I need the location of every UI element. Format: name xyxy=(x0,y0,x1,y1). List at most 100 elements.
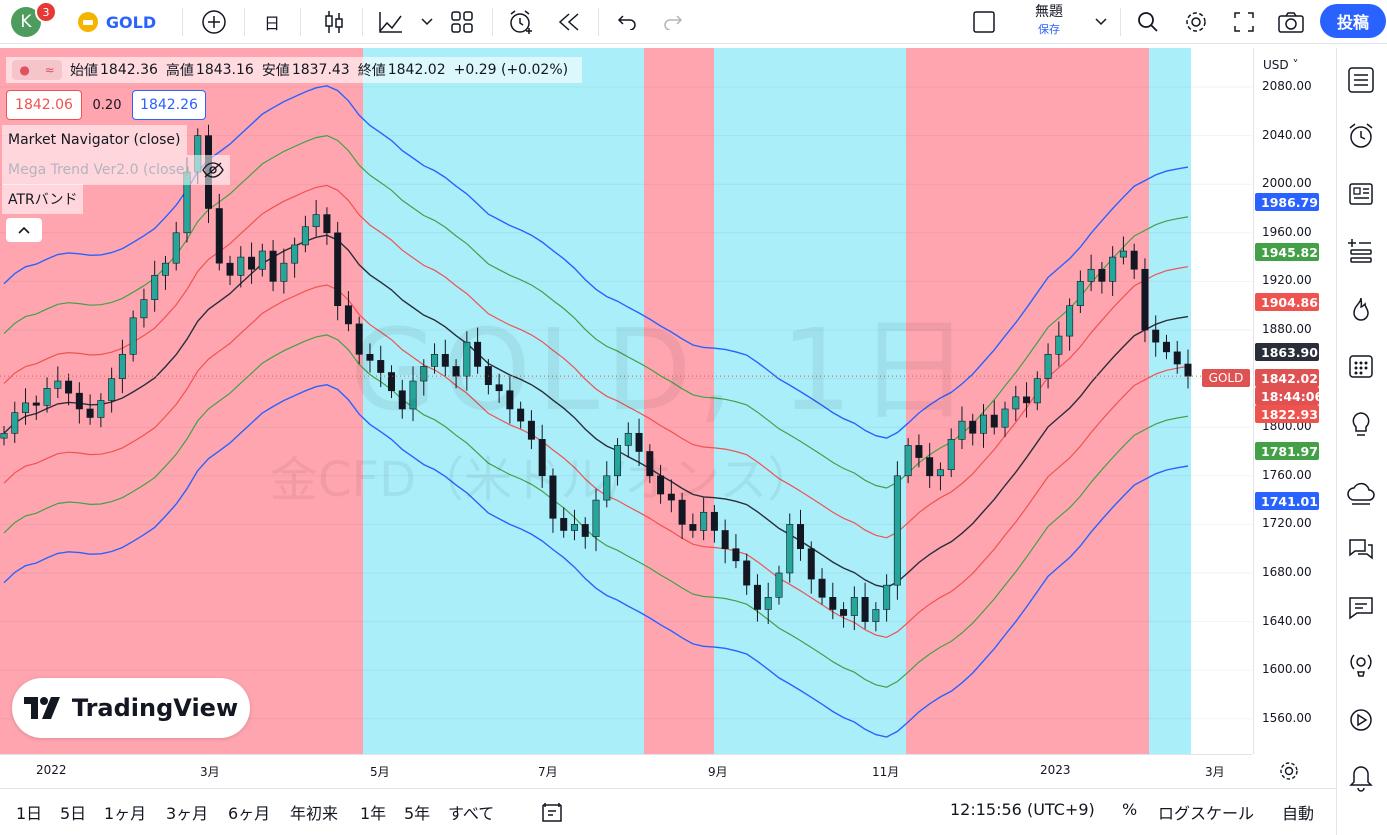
replay-icon[interactable] xyxy=(552,0,586,44)
save-menu-chevron-icon[interactable] xyxy=(1090,0,1112,44)
range-button[interactable]: 1日 xyxy=(16,804,43,823)
candle-body xyxy=(366,353,374,361)
candle-body xyxy=(1076,281,1084,306)
candle-body xyxy=(1001,408,1009,428)
clock-timezone-button[interactable]: 12:15:56 (UTC+9) xyxy=(950,800,1095,819)
notification-badge: 3 xyxy=(35,1,57,23)
fullscreen-icon[interactable] xyxy=(1228,0,1260,44)
candle-body xyxy=(1098,268,1106,282)
candle-body xyxy=(807,548,815,580)
candle-body xyxy=(764,596,772,610)
candle-body xyxy=(786,524,794,574)
tradingview-logo[interactable]: TradingView xyxy=(12,678,250,738)
alarm-add-icon[interactable] xyxy=(504,0,538,44)
compare-add-icon[interactable] xyxy=(198,0,230,44)
candle-body xyxy=(527,420,535,440)
range-button[interactable]: 1ヶ月 xyxy=(104,804,147,823)
chevron-up-icon xyxy=(18,226,30,234)
range-button[interactable]: 6ヶ月 xyxy=(228,804,271,823)
candle-body xyxy=(398,390,406,410)
fire-icon[interactable] xyxy=(1343,292,1379,328)
alarm-clock-icon[interactable] xyxy=(1343,118,1379,154)
candle-body xyxy=(484,366,492,385)
symbol-label: GOLD xyxy=(105,12,157,32)
candle-body xyxy=(248,256,256,270)
calendar-icon[interactable] xyxy=(1343,348,1379,384)
layouts-grid-icon[interactable] xyxy=(446,0,478,44)
candle-body xyxy=(538,439,546,477)
candle-body xyxy=(700,511,708,531)
range-button[interactable]: 3ヶ月 xyxy=(166,804,209,823)
candle-body xyxy=(1184,363,1192,377)
price-tick-label: 2080.00 xyxy=(1262,79,1312,93)
auto-scale-button[interactable]: 自動 xyxy=(1282,804,1315,823)
eye-hidden-icon[interactable] xyxy=(202,162,224,178)
candle-body xyxy=(161,262,169,276)
candle-body xyxy=(151,275,159,300)
candle-body xyxy=(1023,396,1031,404)
percent-scale-button[interactable]: % xyxy=(1122,800,1138,819)
gear-icon[interactable] xyxy=(1180,0,1212,44)
search-icon[interactable] xyxy=(1132,0,1164,44)
time-tick-label: 2022 xyxy=(36,763,67,777)
add-list-icon[interactable] xyxy=(1343,234,1379,270)
publish-button[interactable]: 投稿 xyxy=(1320,4,1386,38)
price-tick-label: 1640.00 xyxy=(1262,613,1312,628)
time-tick-label: 5月 xyxy=(370,765,390,779)
interval-button[interactable]: 日 xyxy=(263,14,280,33)
time-axis[interactable] xyxy=(0,754,1252,788)
undo-icon[interactable] xyxy=(610,0,644,44)
range-button[interactable]: すべて xyxy=(448,804,495,823)
range-button[interactable]: 5日 xyxy=(60,804,87,823)
date-range-calendar-icon[interactable] xyxy=(540,800,564,828)
candle-body xyxy=(1066,305,1074,337)
range-button[interactable]: 1年 xyxy=(360,804,387,823)
candles-icon[interactable] xyxy=(318,0,350,44)
close-value: 1842.02 xyxy=(387,62,446,78)
time-tick-label: 7月 xyxy=(538,765,558,779)
indicator-atr-band[interactable]: ATRバンド xyxy=(2,184,84,214)
indicator-mega-trend[interactable]: Mega Trend Ver2.0 (close) xyxy=(2,155,230,185)
legend-status-pill[interactable]: ● ≈ xyxy=(12,60,62,80)
symbol-search-button[interactable]: GOLD xyxy=(72,0,162,44)
camera-icon[interactable] xyxy=(1274,0,1308,44)
price-chart[interactable] xyxy=(0,48,1252,754)
price-tick-label: 1920.00 xyxy=(1262,273,1312,288)
price-tag: 1904.86 xyxy=(1255,293,1319,311)
high-value: 1843.16 xyxy=(195,62,254,78)
indicators-icon[interactable] xyxy=(374,0,408,44)
candle-body xyxy=(678,499,686,525)
candle-body xyxy=(215,208,223,264)
save-button[interactable]: 無題 保存 xyxy=(1010,2,1088,42)
bell-icon[interactable] xyxy=(1343,760,1379,796)
candle-body xyxy=(829,596,837,610)
candle-body xyxy=(958,420,966,440)
play-stream-icon[interactable] xyxy=(1343,702,1379,738)
lightbulb-icon[interactable] xyxy=(1343,406,1379,442)
candle-body xyxy=(344,305,352,325)
watchlist-icon[interactable] xyxy=(1343,62,1379,98)
chart-area[interactable] xyxy=(0,48,1328,788)
axis-settings-gear-icon[interactable] xyxy=(1278,760,1300,786)
collapse-legend-button[interactable] xyxy=(6,218,42,242)
logo-text: TradingView xyxy=(71,694,239,722)
chat-icon[interactable] xyxy=(1343,532,1379,568)
currency-selector[interactable]: USD ˅ xyxy=(1263,58,1299,72)
message-icon[interactable] xyxy=(1343,590,1379,626)
range-button[interactable]: 5年 xyxy=(404,804,431,823)
candle-body xyxy=(743,560,751,586)
cloud-data-icon[interactable] xyxy=(1343,476,1379,512)
bid-price-button[interactable]: 1842.06 xyxy=(6,90,82,120)
range-button[interactable]: 年初来 xyxy=(290,804,339,823)
ask-price-button[interactable]: 1842.26 xyxy=(132,90,206,120)
candle-body xyxy=(614,445,622,477)
candle-body xyxy=(431,353,439,367)
indicator-market-navigator[interactable]: Market Navigator (close) xyxy=(2,125,187,155)
fullscreen-box-icon[interactable] xyxy=(968,0,1000,44)
redo-icon[interactable] xyxy=(656,0,690,44)
price-tick-label: 1960.00 xyxy=(1262,224,1312,239)
chevron-down-icon[interactable] xyxy=(416,0,438,44)
news-icon[interactable] xyxy=(1343,176,1379,212)
broadcast-icon[interactable] xyxy=(1343,646,1379,682)
log-scale-button[interactable]: ログスケール xyxy=(1158,804,1255,823)
